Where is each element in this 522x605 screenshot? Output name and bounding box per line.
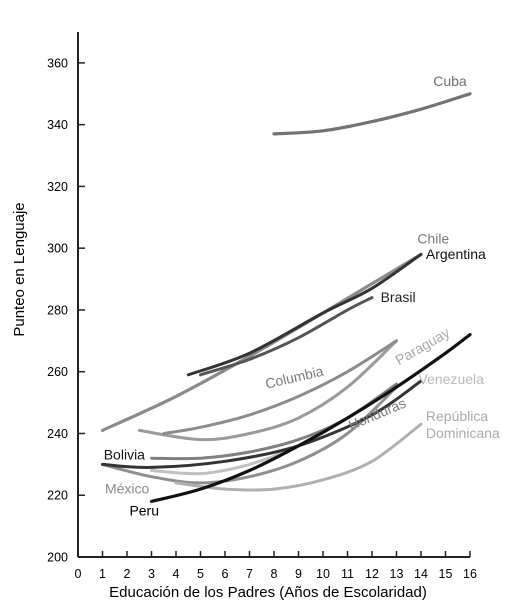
series-label-mexico: México [105, 481, 150, 497]
series-line-columbia [162, 339, 398, 435]
series-label-peru: Peru [129, 502, 159, 518]
series-line-peru [149, 333, 472, 503]
series-label-argentina: Argentina [426, 246, 486, 262]
x-ticks: 0 1 2 3 4 5 6 7 8 9 10 11 12 13 14 15 16 [75, 551, 477, 581]
y-tick-label: 220 [47, 489, 68, 503]
series-line-chile [100, 252, 423, 432]
series-line-brasil [199, 296, 374, 377]
x-axis-title: Educación de los Padres (Años de Escolar… [109, 584, 427, 601]
series-line-honduras [101, 385, 398, 485]
x-tick-label: 1 [99, 567, 106, 581]
x-tick-label: 11 [341, 567, 354, 581]
x-tick-label: 0 [75, 567, 82, 581]
x-tick-label: 7 [246, 567, 253, 581]
y-tick-label: 260 [47, 365, 68, 379]
y-tick-label: 360 [47, 56, 68, 70]
y-tick-label: 280 [47, 303, 68, 317]
series-label-republica-dominicana: República Dominicana [426, 408, 500, 441]
x-tick-label: 3 [148, 567, 155, 581]
series-labels: CubaChileArgentinaBrasilParaguayColumbia… [104, 73, 500, 518]
y-tick-label: 240 [47, 427, 68, 441]
x-tick-label: 13 [390, 567, 404, 581]
series-label-cuba: Cuba [433, 73, 467, 89]
series-label-venezuela: Venezuela [419, 371, 485, 387]
series-line-paraguay [137, 339, 398, 442]
x-tick-label: 8 [271, 567, 278, 581]
series-label-bolivia: Bolivia [104, 447, 145, 463]
series-lines [100, 92, 472, 503]
x-tick-label: 16 [463, 567, 477, 581]
x-tick-label: 4 [173, 567, 180, 581]
series-line-republica-dominicana [174, 422, 423, 492]
series-line-cuba [272, 92, 472, 136]
y-ticks: 200 220 240 260 280 300 320 340 360 [47, 56, 85, 565]
x-tick-label: 9 [295, 567, 302, 581]
series-line-bolivia [101, 379, 423, 469]
series-label-chile: Chile [417, 231, 449, 247]
y-tick-label: 300 [47, 242, 68, 256]
x-tick-label: 10 [316, 567, 330, 581]
y-tick-label: 200 [47, 551, 68, 565]
x-tick-label: 5 [197, 567, 204, 581]
y-tick-label: 340 [47, 118, 68, 132]
x-tick-label: 2 [124, 567, 131, 581]
x-tick-label: 15 [439, 567, 453, 581]
series-line-argentina [186, 252, 423, 377]
x-tick-label: 6 [222, 567, 229, 581]
series-label-brasil: Brasil [381, 289, 416, 305]
x-tick-label: 14 [414, 567, 428, 581]
y-tick-label: 320 [47, 180, 68, 194]
x-tick-label: 12 [365, 567, 379, 581]
series-label-paraguay: Paraguay [392, 324, 452, 368]
y-axis-title: Punteo en Lenguaje [11, 202, 28, 336]
